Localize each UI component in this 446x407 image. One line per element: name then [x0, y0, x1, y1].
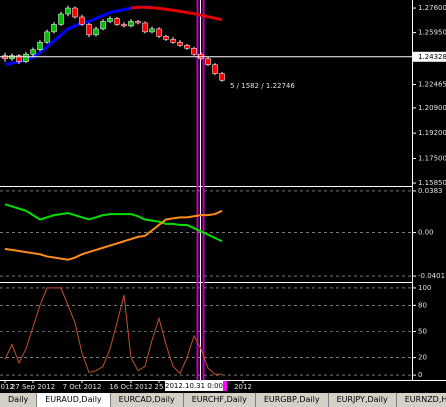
y-tick-label: 0 [418, 371, 422, 379]
chart-tab[interactable]: EURJPY,Daily [329, 393, 397, 407]
candle-body [23, 53, 29, 62]
chart-tab[interactable]: EURCHF,Daily [184, 393, 256, 407]
candle-body [86, 24, 92, 36]
candle-body [107, 18, 113, 22]
tab-bar: Daily EURAUD,Daily EURCAD,Daily EURCHF,Dail… [0, 393, 446, 407]
y-tick-label: 0.00 [418, 229, 434, 237]
chart-tab[interactable]: EURCAD,Daily [111, 393, 184, 407]
y-tick-label: 80 [418, 301, 427, 309]
cursor-marker [223, 381, 227, 391]
candle-body [135, 21, 141, 24]
candle-body [191, 48, 197, 55]
x-tick-label: 2012 [234, 383, 252, 391]
indicator-line [4, 209, 223, 261]
candle-body [212, 64, 218, 74]
cursor-date-box [165, 381, 223, 391]
candle-body [65, 7, 71, 15]
bid-label: 1.24328 [418, 53, 446, 61]
x-tick-label: 25 [155, 383, 164, 391]
indicator-line [4, 5, 153, 67]
candle-body [114, 18, 120, 25]
y-tick-label: 1.19200 [418, 129, 446, 137]
x-tick-label: 16 Oct 2012 [109, 383, 152, 391]
candle-body [121, 24, 127, 27]
x-tick-label: 2012 [0, 383, 14, 391]
indicator-line [130, 5, 223, 22]
indicator-line [4, 287, 222, 375]
candle-body [93, 28, 99, 36]
y-tick-label: -0.0401 [418, 272, 445, 280]
y-tick-label: 20 [418, 354, 427, 362]
candle-body [100, 21, 106, 30]
y-tick-label: 50 [418, 328, 427, 336]
candle-body [156, 28, 162, 37]
candle-body [128, 21, 134, 27]
x-tick-label: 7 Oct 2012 [63, 383, 102, 391]
y-tick-label: 1.17500 [418, 154, 446, 162]
chart-tab[interactable]: EURGBP,Daily [256, 393, 329, 407]
candle-body [72, 7, 78, 18]
y-tick-label: 1.15850 [418, 179, 446, 187]
candle-body [163, 36, 169, 40]
candle-body [79, 16, 85, 25]
candle-body [205, 58, 211, 65]
x-tick-label: 27 Sep 2012 [11, 383, 55, 391]
candle-body [44, 31, 50, 43]
chart-tab[interactable]: EURNZD,H4 [397, 393, 446, 407]
bid-label-box [413, 51, 446, 62]
candle-body [51, 24, 57, 33]
y-tick-label: 1.20900 [418, 104, 446, 112]
candle-body [149, 28, 155, 33]
y-tick-label: 1.27600 [418, 4, 446, 12]
candle-body [58, 13, 64, 25]
candle-body [16, 55, 22, 62]
x-tick-label: 2012.10.31 0:00 [165, 382, 223, 390]
chart: 1.27600 1.25950 1.22465 1.20900 1.19200 1.175… [0, 0, 446, 391]
annotation: 5 / 1582 / 1.22746 [230, 82, 295, 90]
y-tick-label: 1.25950 [418, 29, 446, 37]
candle-body [219, 73, 225, 81]
y-tick-label: 0.0383 [418, 187, 443, 195]
candle-body [170, 39, 176, 43]
indicator-line [4, 203, 223, 243]
candle-body [30, 49, 36, 55]
y-tick-label: 1.22465 [418, 81, 446, 89]
y-tick-label: 100 [418, 284, 431, 292]
candle-body [142, 22, 148, 33]
candle-body [184, 45, 190, 49]
chart-tab[interactable]: Daily [0, 393, 38, 407]
chart-tab[interactable]: EURAUD,Daily [37, 393, 111, 407]
candle-body [177, 42, 183, 46]
candle-body [37, 42, 43, 51]
